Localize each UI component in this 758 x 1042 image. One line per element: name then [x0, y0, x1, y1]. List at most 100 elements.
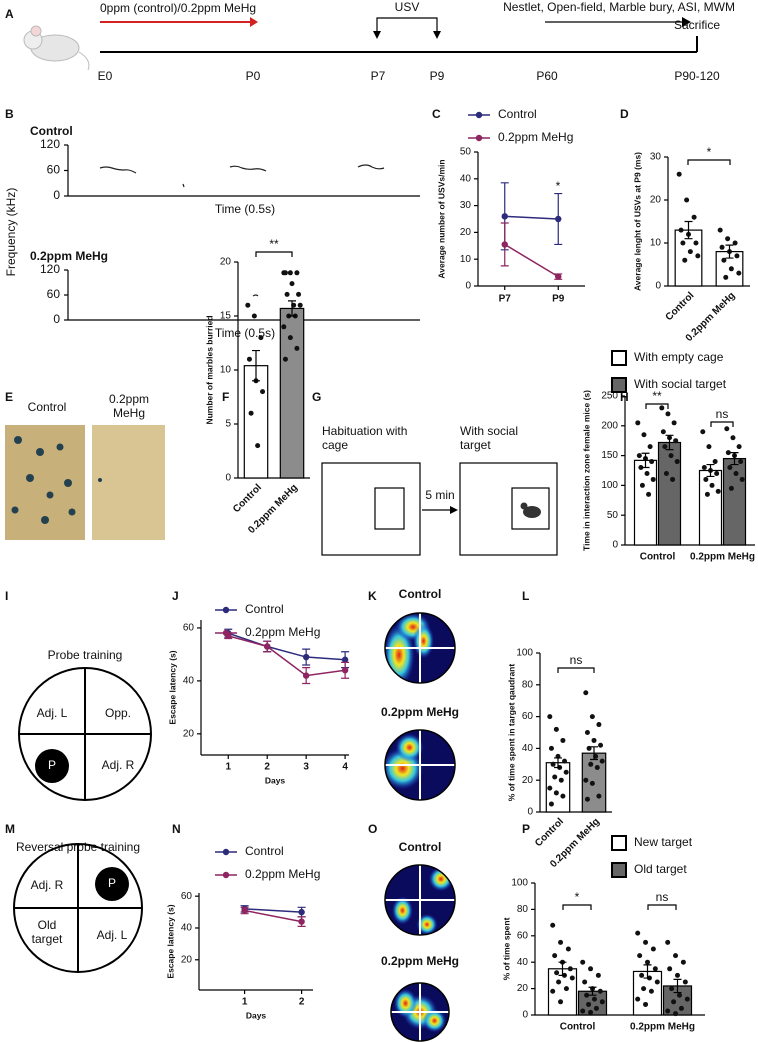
- x-axis-label: Days: [265, 775, 286, 785]
- mouse-icon: [23, 25, 90, 71]
- quadrant-lines: [385, 865, 455, 935]
- y-tick-label: 0: [465, 281, 471, 292]
- data-point: [597, 988, 603, 994]
- error-bar: [554, 757, 562, 769]
- data-point: [678, 1005, 684, 1011]
- heatmap-rim: [384, 864, 456, 936]
- x-tick-label: P7: [499, 294, 512, 305]
- quadrant-label: Adj. L: [97, 928, 128, 942]
- heatmap-blob: [393, 988, 418, 1018]
- data-point: [728, 485, 734, 491]
- data-point: [643, 1001, 649, 1007]
- data-point: [547, 785, 553, 791]
- data-point: [588, 1009, 594, 1015]
- y-axis-label: Average number of USVs/min: [436, 159, 446, 278]
- legend-label: With empty cage: [634, 350, 724, 364]
- error-bar: [665, 434, 674, 451]
- data-point: [671, 420, 677, 426]
- error-bar: [590, 746, 598, 761]
- significance-label: *: [556, 179, 561, 193]
- subplot-title: Control: [30, 124, 73, 138]
- data-point: [550, 922, 556, 928]
- y-axis-label: Escape latency (s): [167, 650, 177, 724]
- data-point: [665, 411, 671, 417]
- arrowhead: [450, 506, 458, 514]
- y-axis-label: Number of marbles burried: [204, 315, 214, 424]
- data-point: [582, 979, 588, 985]
- significance-label: ns: [656, 890, 669, 904]
- x-tick-label: Control: [533, 816, 566, 849]
- panel-letter: F: [222, 390, 229, 404]
- y-tick-label: 0: [225, 473, 231, 484]
- y-tick-label: 60: [522, 711, 534, 722]
- data-point: [676, 171, 682, 177]
- data-point: [284, 291, 290, 297]
- data-point: [724, 426, 730, 432]
- data-point: [693, 240, 699, 246]
- point: [298, 908, 305, 916]
- y-tick-label: 200: [601, 420, 618, 431]
- data-point: [563, 986, 569, 992]
- x-tick-label: P9: [552, 294, 565, 305]
- data-point: [673, 438, 679, 444]
- data-point: [567, 966, 573, 972]
- legend-swatch: [611, 835, 627, 851]
- bar: [698, 469, 723, 546]
- legend-swatch: [611, 862, 627, 878]
- data-point: [645, 959, 650, 965]
- data-point: [680, 240, 686, 246]
- quadrant-lines: [385, 613, 455, 683]
- panel-letter: K: [368, 589, 377, 603]
- y-tick-label: 0: [655, 281, 661, 292]
- usv-arrowheads: [373, 31, 441, 39]
- data-point: [251, 313, 257, 319]
- error-bar: [706, 463, 715, 478]
- data-point: [663, 470, 669, 476]
- error-bar: [558, 961, 567, 976]
- point: [341, 667, 349, 674]
- quadrant-label: Adj. R: [102, 758, 135, 772]
- exposure-label: 0ppm (control)/0.2ppm MeHg: [100, 1, 256, 15]
- legend-label: Old target: [634, 862, 687, 876]
- data-point: [281, 324, 287, 330]
- heatmap-label: Control: [399, 587, 442, 601]
- data-point: [665, 939, 671, 945]
- data-point: [558, 939, 564, 945]
- y-tick-label: 100: [511, 878, 528, 889]
- data-point: [596, 722, 602, 728]
- significance-label: ns: [716, 407, 729, 421]
- data-point: [643, 939, 649, 945]
- data-point: [684, 197, 690, 203]
- y-tick-label: 40: [181, 923, 193, 934]
- y-tick-label: 10: [460, 254, 472, 265]
- y-tick-label: 0: [53, 188, 60, 202]
- data-point: [715, 488, 721, 494]
- point: [302, 672, 310, 679]
- panel-letter: P: [522, 822, 530, 836]
- data-point: [584, 796, 590, 802]
- legend-label: Control: [245, 844, 284, 858]
- data-point: [704, 491, 710, 497]
- heatmap-label: 0.2ppm MeHg: [381, 954, 459, 968]
- data-point: [706, 444, 712, 450]
- data-point: [714, 470, 720, 476]
- data-point: [682, 257, 688, 263]
- data-point: [719, 244, 725, 250]
- significance-bracket: [710, 421, 734, 427]
- y-tick-label: 20: [220, 257, 232, 268]
- heatmap-blob: [413, 623, 434, 659]
- significance-bracket: [687, 159, 731, 165]
- y-tick-label: 30: [650, 152, 662, 163]
- data-point: [548, 745, 554, 751]
- data-point: [712, 459, 718, 465]
- sacrifice-label: Sacrifice: [674, 18, 720, 32]
- y-tick-label: 40: [460, 173, 472, 184]
- x-tick-label: 0.2ppm MeHg: [690, 552, 755, 563]
- data-point: [734, 253, 740, 259]
- data-point: [687, 249, 693, 255]
- point: [501, 241, 508, 248]
- mouse-icon: [520, 502, 541, 518]
- series-line: [244, 909, 302, 923]
- series-line: [228, 635, 346, 677]
- heatmap-label: 0.2ppm MeHg: [381, 705, 459, 719]
